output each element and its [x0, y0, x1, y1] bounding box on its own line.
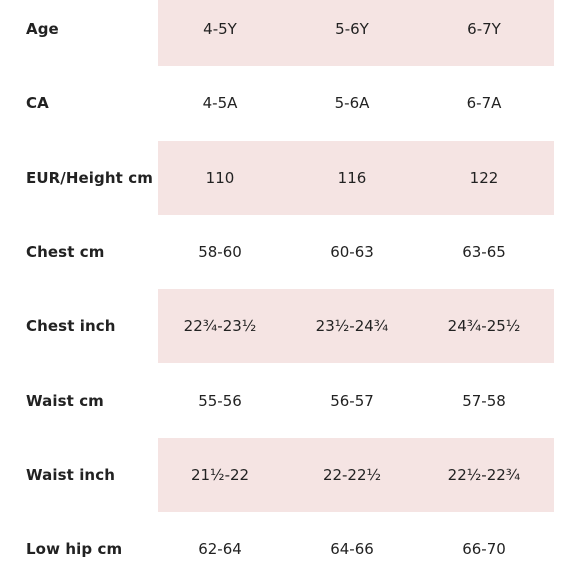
row-label: Waist cm — [26, 391, 104, 410]
table-cell: 110 — [205, 168, 235, 187]
row-highlight — [158, 437, 554, 513]
table-cell: 57-58 — [462, 391, 506, 410]
table-cell: 22¾-23½ — [183, 317, 257, 336]
row-label: Low hip cm — [26, 540, 123, 559]
table-row-waist-inch: Waist inch 21½-22 22-22½ 22½-22¾ — [0, 437, 580, 513]
table-row-age: Age 4-5Y 5-6Y 6-7Y — [0, 0, 580, 67]
row-label: Waist inch — [26, 465, 115, 484]
table-cell: 6-7Y — [467, 20, 501, 39]
row-label: Age — [26, 20, 59, 39]
table-cell: 21½-22 — [190, 465, 250, 484]
table-cell: 22-22½ — [322, 465, 382, 484]
table-cell: 22½-22¾ — [447, 465, 521, 484]
table-cell: 6-7A — [466, 94, 502, 113]
row-label: Chest inch — [26, 317, 116, 336]
table-cell: 122 — [469, 168, 499, 187]
row-label: EUR/Height cm — [26, 168, 153, 187]
table-row-chest-inch: Chest inch 22¾-23½ 23½-24¾ 24¾-25½ — [0, 289, 580, 364]
row-highlight — [158, 140, 554, 215]
table-cell: 4-5Y — [203, 20, 237, 39]
table-cell: 66-70 — [462, 540, 506, 559]
table-cell: 64-66 — [330, 540, 374, 559]
row-highlight — [158, 289, 554, 364]
table-row-eur-height: EUR/Height cm 110 116 122 — [0, 140, 580, 215]
row-label: Chest cm — [26, 243, 105, 262]
table-cell: 55-56 — [198, 391, 242, 410]
table-cell: 4-5A — [202, 94, 238, 113]
table-cell: 5-6A — [334, 94, 370, 113]
table-row-chest-cm: Chest cm 58-60 60-63 63-65 — [0, 215, 580, 289]
table-cell: 62-64 — [198, 540, 242, 559]
table-cell: 116 — [337, 168, 367, 187]
table-row-waist-cm: Waist cm 55-56 56-57 57-58 — [0, 363, 580, 437]
row-highlight — [158, 0, 554, 67]
table-cell: 63-65 — [462, 243, 506, 262]
table-cell: 24¾-25½ — [447, 317, 521, 336]
table-row-low-hip-cm: Low hip cm 62-64 64-66 66-70 — [0, 512, 580, 586]
table-cell: 60-63 — [330, 243, 374, 262]
table-cell: 56-57 — [330, 391, 374, 410]
table-cell: 5-6Y — [335, 20, 369, 39]
table-cell: 58-60 — [198, 243, 242, 262]
row-label: CA — [26, 94, 49, 113]
table-cell: 23½-24¾ — [315, 317, 389, 336]
table-row-ca: CA 4-5A 5-6A 6-7A — [0, 66, 580, 140]
